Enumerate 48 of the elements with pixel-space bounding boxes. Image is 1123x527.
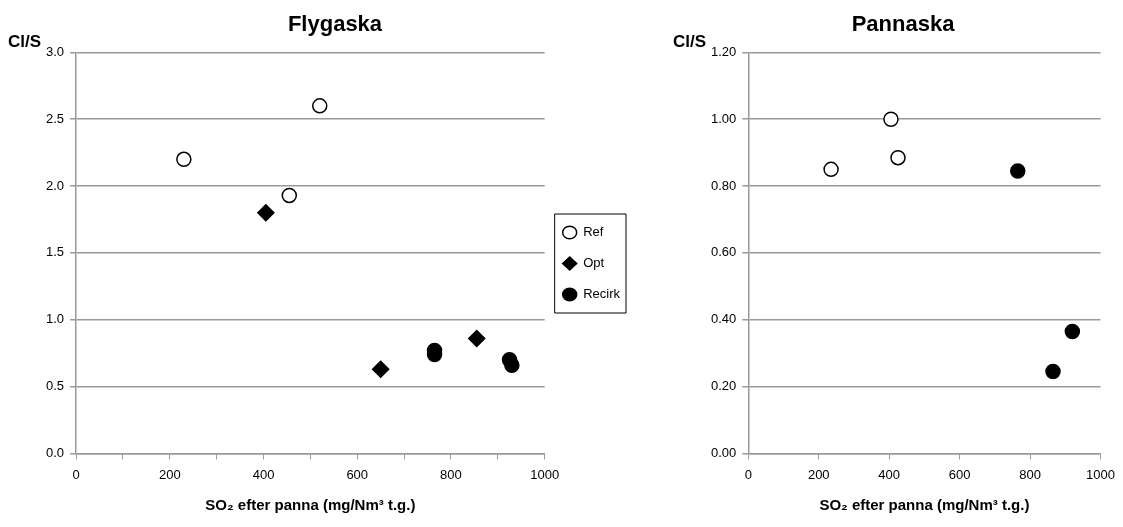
y-tick-label: 0.0 — [45, 444, 65, 460]
x-tick-label: 400 — [878, 466, 901, 482]
point — [890, 149, 906, 166]
legend-label: Ref — [583, 224, 604, 240]
y-tick-label: 3.0 — [45, 43, 65, 59]
point — [883, 111, 899, 127]
x-tick-label: 0 — [744, 466, 752, 482]
y-tick-label: 2.0 — [45, 177, 65, 193]
y-tick-label: 0.40 — [710, 311, 737, 327]
chart-title: Flygaska — [287, 11, 383, 37]
y-tick-label: 1.00 — [710, 110, 737, 126]
x-tick-label: 800 — [440, 466, 462, 482]
y-tick-label: 0.5 — [45, 378, 65, 394]
x-tick-label: 1000 — [1086, 466, 1115, 482]
y-axis-title: Cl/S — [673, 31, 707, 51]
legend-label: Opt — [583, 255, 605, 271]
x-tick-label: 600 — [346, 466, 369, 482]
y-axis-title: Cl/S — [8, 31, 42, 51]
x-axis-title: SO₂ efter panna (mg/Nm³ t.g.) — [205, 496, 416, 514]
point — [257, 204, 275, 222]
x-tick-label: 600 — [948, 466, 971, 482]
point — [467, 329, 486, 348]
point — [371, 360, 390, 378]
point — [823, 161, 839, 178]
chart-title: Pannaska — [851, 11, 956, 37]
x-tick-label: 200 — [807, 466, 830, 482]
x-tick-label: 0 — [72, 466, 80, 482]
legend-label: Recirk — [583, 286, 621, 302]
x-tick-label: 400 — [252, 466, 275, 482]
y-tick-label: 0.00 — [710, 444, 737, 460]
point — [281, 187, 298, 204]
point — [504, 357, 520, 373]
y-tick-label: 1.5 — [45, 244, 65, 260]
y-tick-label: 0.60 — [710, 244, 737, 260]
x-axis-title: SO₂ efter panna (mg/Nm³ t.g.) — [819, 496, 1030, 514]
y-tick-label: 1.0 — [45, 311, 65, 327]
point — [1064, 323, 1081, 340]
point — [176, 151, 192, 168]
y-tick-label: 0.80 — [710, 177, 737, 193]
x-tick-label: 200 — [158, 466, 181, 482]
y-tick-label: 1.20 — [710, 43, 737, 59]
y-tick-label: 2.5 — [45, 110, 65, 126]
point — [311, 98, 328, 114]
x-tick-label: 800 — [1019, 466, 1041, 482]
y-tick-label: 0.20 — [710, 378, 737, 394]
x-tick-label: 1000 — [530, 466, 560, 482]
point — [1045, 363, 1061, 380]
point — [1010, 163, 1026, 179]
